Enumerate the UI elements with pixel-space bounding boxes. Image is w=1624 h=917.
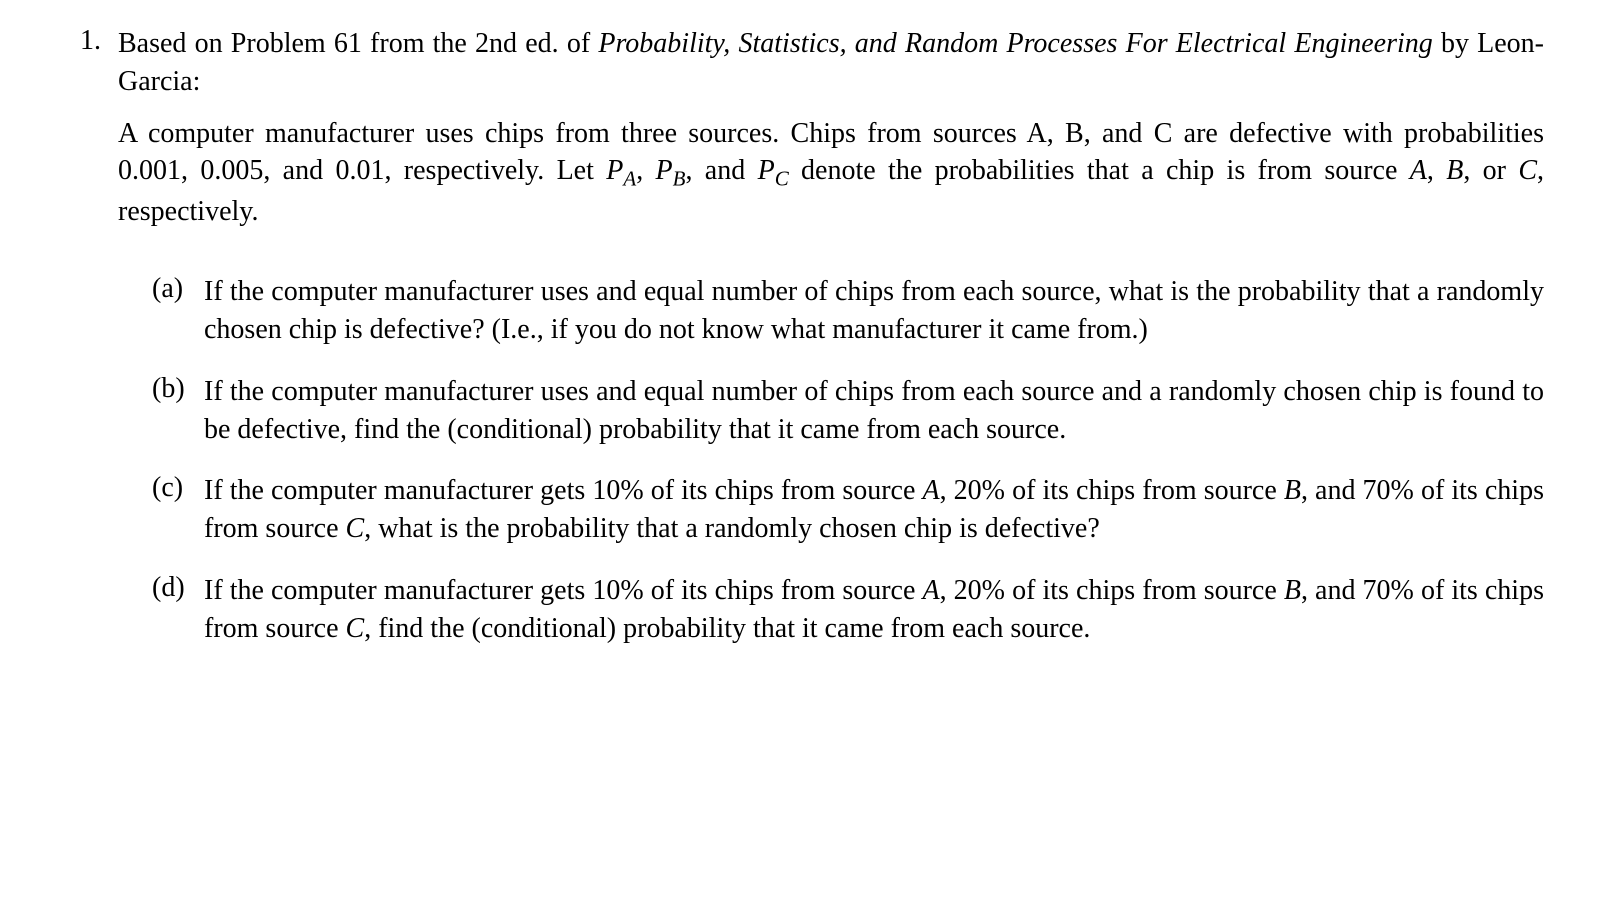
statement-part4: denote the probabilities that a chip is … <box>789 155 1410 186</box>
text-pre: If the computer manufacturer gets 10% of… <box>204 475 923 506</box>
subpart-d: (d) If the computer manufacturer gets 10… <box>152 572 1544 648</box>
p-a-symbol: P <box>606 155 623 186</box>
src-c-ref: C <box>346 613 365 644</box>
src-b-ref: B <box>1284 475 1301 506</box>
src-b-ref: B <box>1284 575 1301 606</box>
text-pre: If the computer manufacturer gets 10% of… <box>204 575 923 606</box>
problem-body: Based on Problem 61 from the 2nd ed. of … <box>118 25 1544 672</box>
subpart-text: If the computer manufacturer uses and eq… <box>204 373 1544 449</box>
sub-c: C <box>775 167 789 191</box>
book-title: Probability, Statistics, and Random Proc… <box>598 28 1432 59</box>
text-mid1: , 20% of its chips from source <box>940 475 1284 506</box>
subpart-b: (b) If the computer manufacturer uses an… <box>152 373 1544 449</box>
subpart-label: (a) <box>152 273 192 349</box>
subpart-text: If the computer manufacturer gets 10% of… <box>204 572 1544 648</box>
subpart-a: (a) If the computer manufacturer uses an… <box>152 273 1544 349</box>
problem-intro: Based on Problem 61 from the 2nd ed. of … <box>118 25 1544 101</box>
subpart-c: (c) If the computer manufacturer gets 10… <box>152 472 1544 548</box>
subpart-text: If the computer manufacturer gets 10% of… <box>204 472 1544 548</box>
sub-b: B <box>673 167 686 191</box>
intro-prefix: Based on Problem 61 from the 2nd ed. of <box>118 28 598 59</box>
p-b-symbol: P <box>656 155 673 186</box>
statement-part5: , <box>1427 155 1446 186</box>
p-c-symbol: P <box>758 155 775 186</box>
src-c: C <box>1518 155 1537 186</box>
text-post: , what is the probability that a randoml… <box>364 513 1100 544</box>
statement-part2: , <box>636 155 655 186</box>
subparts-list: (a) If the computer manufacturer uses an… <box>118 273 1544 647</box>
problem-statement: A computer manufacturer uses chips from … <box>118 115 1544 232</box>
src-c-ref: C <box>346 513 365 544</box>
src-b: B <box>1446 155 1463 186</box>
problem-container: 1. Based on Problem 61 from the 2nd ed. … <box>80 25 1544 672</box>
text-post: , find the (conditional) probability tha… <box>364 613 1090 644</box>
statement-part3: , and <box>685 155 757 186</box>
src-a-ref: A <box>923 475 940 506</box>
subpart-label: (b) <box>152 373 192 449</box>
subpart-label: (c) <box>152 472 192 548</box>
src-a: A <box>1410 155 1427 186</box>
statement-part6: , or <box>1463 155 1518 186</box>
src-a-ref: A <box>923 575 940 606</box>
subpart-text: If the computer manufacturer uses and eq… <box>204 273 1544 349</box>
text-mid1: , 20% of its chips from source <box>940 575 1284 606</box>
problem-number: 1. <box>80 25 104 672</box>
subpart-label: (d) <box>152 572 192 648</box>
sub-a: A <box>623 167 636 191</box>
